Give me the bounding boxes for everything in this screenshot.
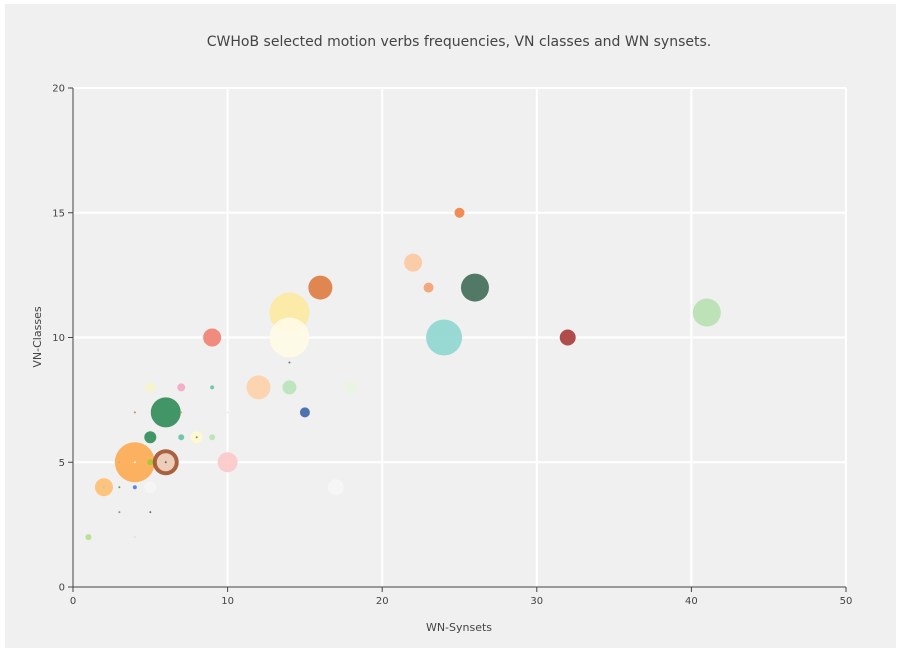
data-point[interactable] xyxy=(133,536,136,539)
x-tick-label-40: 40 xyxy=(685,596,698,607)
data-point[interactable] xyxy=(178,434,185,441)
x-tick-label-50: 50 xyxy=(840,596,853,607)
data-point[interactable] xyxy=(327,479,344,496)
chart-title: CWHoB selected motion verbs frequencies,… xyxy=(207,34,711,50)
y-tick-label-10: 10 xyxy=(52,333,65,344)
data-point[interactable] xyxy=(345,381,358,394)
y-tick-label-0: 0 xyxy=(59,583,65,594)
data-point[interactable] xyxy=(133,411,136,414)
data-point[interactable] xyxy=(203,328,222,347)
data-point[interactable] xyxy=(210,385,215,390)
data-point[interactable] xyxy=(145,382,156,393)
data-point[interactable] xyxy=(177,383,186,392)
data-point[interactable] xyxy=(426,319,463,356)
data-point[interactable] xyxy=(454,207,465,218)
data-points xyxy=(85,207,721,541)
y-tick-label-5: 5 xyxy=(59,458,65,469)
data-point[interactable] xyxy=(226,411,229,414)
data-point[interactable] xyxy=(288,361,291,364)
y-axis-ticks: 0 5 10 15 20 xyxy=(52,84,73,594)
data-point[interactable] xyxy=(132,485,137,490)
data-point[interactable] xyxy=(195,436,198,439)
x-axis-title: WN-Synsets xyxy=(426,621,492,634)
data-point[interactable] xyxy=(180,411,183,414)
scatter-chart: CWHoB selected motion verbs frequencies,… xyxy=(31,34,853,634)
x-tick-label-30: 30 xyxy=(530,596,543,607)
data-point[interactable] xyxy=(299,407,310,418)
data-point[interactable] xyxy=(269,317,310,358)
x-tick-label-20: 20 xyxy=(376,596,389,607)
data-point[interactable] xyxy=(118,511,121,514)
data-point[interactable] xyxy=(144,481,157,494)
data-point[interactable] xyxy=(217,452,238,473)
data-point[interactable] xyxy=(144,431,157,444)
x-tick-label-0: 0 xyxy=(70,596,76,607)
chart-panel: CWHoB selected motion verbs frequencies,… xyxy=(5,4,896,648)
data-point[interactable] xyxy=(164,461,167,464)
x-tick-label-10: 10 xyxy=(221,596,234,607)
y-tick-label-15: 15 xyxy=(52,208,65,219)
data-point[interactable] xyxy=(209,434,216,441)
data-point[interactable] xyxy=(559,329,576,346)
data-point[interactable] xyxy=(147,459,154,466)
x-axis-ticks: 0 10 20 30 40 50 xyxy=(70,587,853,607)
data-point[interactable] xyxy=(246,375,271,400)
data-point[interactable] xyxy=(692,298,721,327)
data-point[interactable] xyxy=(282,380,297,395)
data-point[interactable] xyxy=(85,534,92,541)
data-point[interactable] xyxy=(460,273,489,302)
y-axis-title: VN-Classes xyxy=(31,306,44,367)
data-point[interactable] xyxy=(404,253,423,272)
data-point[interactable] xyxy=(149,511,152,514)
data-point[interactable] xyxy=(423,282,434,293)
data-point[interactable] xyxy=(308,275,333,300)
y-tick-label-20: 20 xyxy=(52,84,65,95)
data-point[interactable] xyxy=(118,486,121,489)
data-point[interactable] xyxy=(150,397,181,428)
data-point[interactable] xyxy=(102,486,105,489)
data-point[interactable] xyxy=(133,461,136,464)
